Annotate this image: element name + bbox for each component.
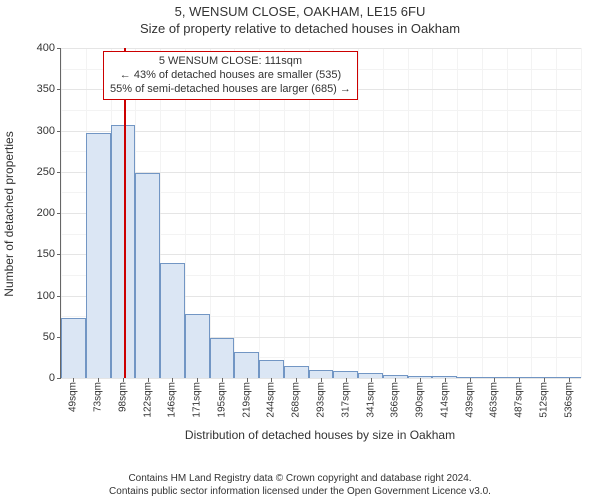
x-tick-label: 317sqm (340, 382, 351, 418)
plot-rect: 05010015020025030035040049sqm73sqm98sqm1… (60, 48, 581, 379)
x-tick-label: 195sqm (216, 382, 227, 418)
x-tick-label: 487sqm (514, 382, 525, 418)
x-tick-label: 49sqm (68, 382, 79, 412)
y-tick-label: 250 (15, 166, 55, 178)
credits: Contains HM Land Registry data © Crown c… (0, 472, 600, 498)
y-tick-mark (57, 131, 61, 132)
gridline-horizontal (61, 48, 581, 49)
y-tick-mark (57, 296, 61, 297)
x-tick-label: 219sqm (241, 382, 252, 418)
y-tick-label: 50 (15, 331, 55, 343)
x-tick-label: 414sqm (439, 382, 450, 418)
gridline-horizontal-minor (61, 151, 581, 152)
chart-container: 5, WENSUM CLOSE, OAKHAM, LE15 6FU Size o… (0, 4, 600, 500)
y-tick-mark (57, 213, 61, 214)
x-tick-label: 512sqm (538, 382, 549, 418)
annotation-line: ← 43% of detached houses are smaller (53… (110, 69, 351, 83)
y-tick-label: 0 (15, 372, 55, 384)
y-tick-label: 300 (15, 125, 55, 137)
histogram-bar (259, 360, 284, 378)
x-tick-label: 341sqm (365, 382, 376, 418)
annotation-line: 5 WENSUM CLOSE: 111sqm (110, 55, 351, 69)
gridline-vertical (581, 48, 582, 378)
y-tick-mark (57, 172, 61, 173)
x-tick-label: 98sqm (117, 382, 128, 412)
x-tick-label: 293sqm (316, 382, 327, 418)
gridline-horizontal-minor (61, 110, 581, 111)
histogram-bar (234, 352, 259, 378)
x-tick-label: 439sqm (464, 382, 475, 418)
x-tick-label: 73sqm (93, 382, 104, 412)
histogram-bar (210, 338, 235, 378)
x-tick-label: 122sqm (142, 382, 153, 418)
histogram-bar (333, 371, 358, 378)
annotation-line: 55% of semi-detached houses are larger (… (110, 83, 351, 97)
y-axis-label: Number of detached properties (2, 131, 16, 296)
credits-line-1: Contains HM Land Registry data © Crown c… (0, 472, 600, 485)
histogram-bar (61, 318, 86, 378)
chart-subtitle: Size of property relative to detached ho… (0, 21, 600, 36)
histogram-bar (160, 263, 185, 379)
y-tick-mark (57, 254, 61, 255)
y-tick-label: 350 (15, 83, 55, 95)
x-tick-label: 146sqm (167, 382, 178, 418)
chart-title: 5, WENSUM CLOSE, OAKHAM, LE15 6FU (0, 4, 600, 19)
y-tick-label: 150 (15, 248, 55, 260)
x-tick-label: 536sqm (563, 382, 574, 418)
histogram-bar (309, 370, 334, 378)
histogram-bar (135, 173, 160, 378)
y-tick-mark (57, 378, 61, 379)
x-tick-label: 463sqm (489, 382, 500, 418)
histogram-bar (284, 366, 309, 378)
x-tick-label: 171sqm (192, 382, 203, 418)
x-tick-label: 268sqm (291, 382, 302, 418)
y-tick-label: 100 (15, 290, 55, 302)
histogram-bar (86, 133, 111, 378)
histogram-bar (185, 314, 210, 378)
y-tick-label: 400 (15, 42, 55, 54)
gridline-horizontal (61, 131, 581, 132)
plot-area: 05010015020025030035040049sqm73sqm98sqm1… (60, 48, 580, 378)
credits-line-2: Contains public sector information licen… (0, 485, 600, 498)
y-tick-mark (57, 48, 61, 49)
y-tick-label: 200 (15, 207, 55, 219)
y-tick-mark (57, 89, 61, 90)
x-tick-label: 390sqm (415, 382, 426, 418)
x-axis-label: Distribution of detached houses by size … (60, 428, 580, 442)
x-tick-label: 244sqm (266, 382, 277, 418)
x-tick-label: 366sqm (390, 382, 401, 418)
annotation-box: 5 WENSUM CLOSE: 111sqm← 43% of detached … (103, 51, 358, 100)
